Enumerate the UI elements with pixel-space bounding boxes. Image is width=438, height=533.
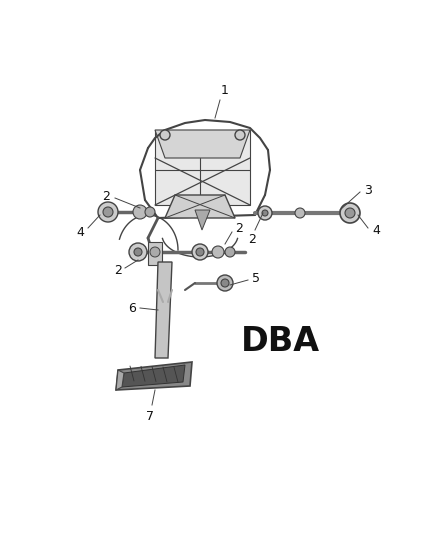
Circle shape [134, 248, 142, 256]
Text: 6: 6 [128, 302, 136, 314]
Circle shape [345, 208, 355, 218]
Text: 1: 1 [221, 84, 229, 97]
Circle shape [160, 130, 170, 140]
Circle shape [129, 243, 147, 261]
Circle shape [212, 246, 224, 258]
Polygon shape [116, 370, 124, 390]
Polygon shape [165, 195, 235, 218]
Circle shape [295, 208, 305, 218]
Circle shape [150, 247, 160, 257]
Circle shape [221, 279, 229, 287]
Text: 2: 2 [114, 263, 122, 277]
Polygon shape [155, 130, 250, 158]
Circle shape [217, 275, 233, 291]
Circle shape [98, 202, 118, 222]
Text: 2: 2 [235, 222, 243, 236]
Polygon shape [148, 242, 162, 265]
Circle shape [258, 206, 272, 220]
Circle shape [262, 210, 268, 216]
Circle shape [145, 207, 155, 217]
Polygon shape [122, 365, 185, 387]
Polygon shape [155, 130, 250, 205]
Polygon shape [195, 210, 210, 230]
Circle shape [340, 203, 360, 223]
Text: 2: 2 [102, 190, 110, 203]
Text: 4: 4 [76, 225, 84, 238]
Polygon shape [116, 362, 192, 390]
Text: DBA: DBA [241, 325, 320, 358]
Text: 3: 3 [364, 183, 372, 197]
Text: 7: 7 [146, 410, 154, 423]
Circle shape [196, 248, 204, 256]
Polygon shape [155, 262, 172, 358]
Circle shape [192, 244, 208, 260]
Circle shape [133, 205, 147, 219]
Circle shape [225, 247, 235, 257]
Text: 2: 2 [248, 233, 256, 246]
Text: 5: 5 [252, 271, 260, 285]
Circle shape [103, 207, 113, 217]
Circle shape [235, 130, 245, 140]
Text: 4: 4 [372, 223, 380, 237]
